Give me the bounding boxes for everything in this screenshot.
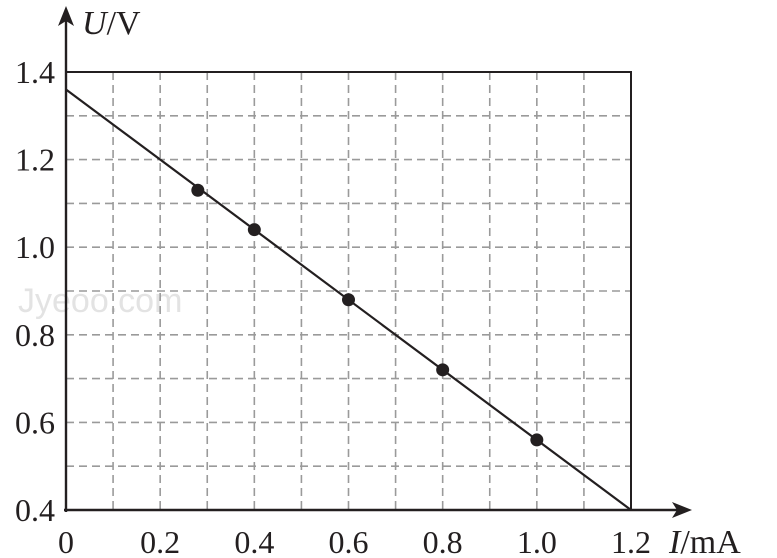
data-point: [247, 223, 261, 237]
y-tick-labels: 0.4 0.6 0.8 1.0 1.2 1.4: [15, 54, 55, 528]
y-axis-label: U/V: [82, 5, 141, 42]
x-tick-labels: 0 0.2 0.4 0.6 0.8 1.0 1.2: [58, 524, 651, 558]
x-axis: [64, 502, 692, 518]
y-axis-unit: /V: [107, 5, 141, 42]
data-point: [530, 433, 544, 447]
data-point: [191, 183, 205, 197]
x-axis-arrow: [672, 502, 692, 518]
data-points: [191, 183, 544, 447]
y-tick-label: 0.6: [15, 404, 55, 440]
y-axis: [58, 6, 74, 512]
y-tick-label: 0.8: [15, 317, 55, 353]
grid-lines: [66, 72, 631, 510]
data-point: [342, 293, 355, 307]
x-tick-label: 0.8: [423, 524, 463, 558]
watermark: Jyeoo.com: [18, 282, 182, 320]
x-tick-label: 0.6: [329, 524, 369, 558]
x-tick-label: 1.0: [517, 524, 557, 558]
data-point: [436, 363, 450, 377]
y-axis-symbol: U: [82, 5, 109, 42]
x-axis-symbol: I: [668, 524, 682, 558]
y-tick-label: 1.2: [15, 142, 55, 178]
x-tick-label: 0.2: [140, 524, 180, 558]
x-axis-unit: /mA: [680, 524, 741, 558]
y-tick-label: 0.4: [15, 492, 55, 528]
y-axis-arrow: [58, 6, 74, 26]
x-tick-label: 0: [58, 524, 74, 558]
y-tick-label: 1.0: [15, 229, 55, 265]
x-tick-label: 1.2: [611, 524, 651, 558]
x-axis-label: I/mA: [668, 524, 741, 558]
x-tick-label: 0.4: [234, 524, 274, 558]
y-tick-label: 1.4: [15, 54, 55, 90]
